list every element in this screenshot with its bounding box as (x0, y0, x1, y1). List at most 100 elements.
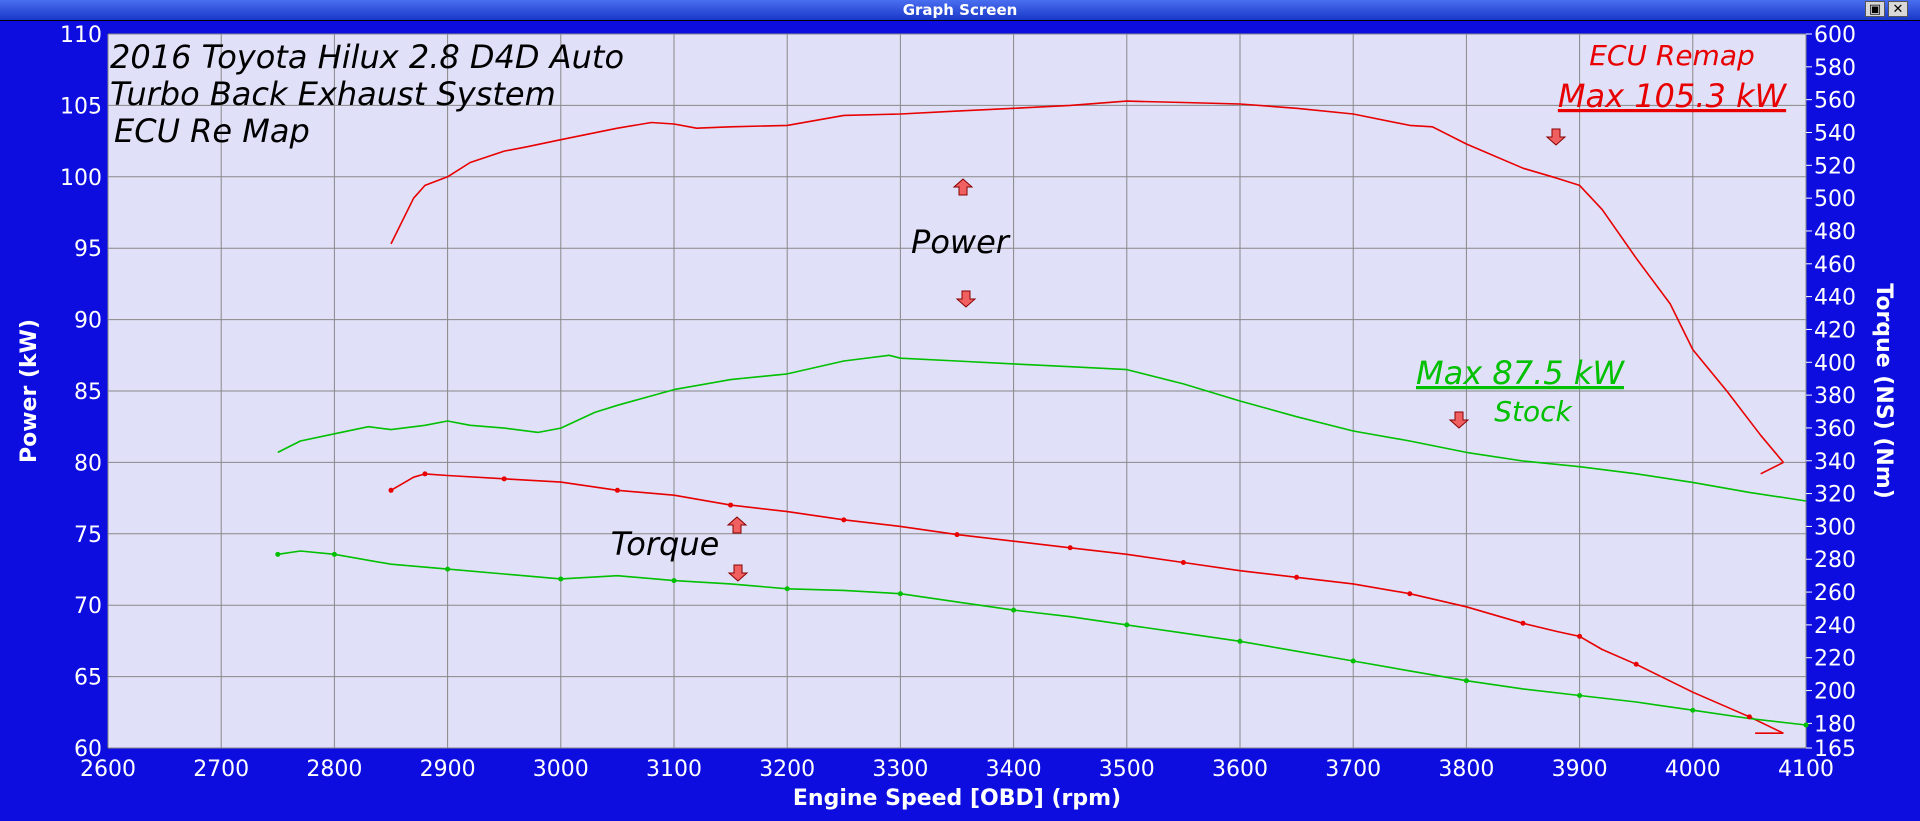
x-tick-label: 2900 (420, 757, 476, 782)
max-remap-label: Max 105.3 kW (1558, 77, 1788, 115)
remap-torque-point (1520, 620, 1526, 626)
remap-torque-line (390, 473, 1784, 734)
x-tick-label: 3700 (1325, 757, 1381, 782)
remap-torque-point (1180, 560, 1186, 566)
x-axis-label: Engine Speed [OBD] (rpm) (793, 786, 1121, 811)
y2-tick-label: 165 (1814, 737, 1856, 762)
remap-torque-point (841, 517, 847, 523)
x-tick-label: 3600 (1212, 757, 1268, 782)
y-tick-label: 80 (74, 451, 102, 476)
y2-tick-label: 220 (1814, 647, 1856, 672)
stock-torque-point (897, 591, 903, 597)
y2-tick-label: 300 (1814, 515, 1856, 540)
remap-torque-point (501, 476, 507, 482)
stock-torque-point (1124, 622, 1130, 628)
power-up-arrow-icon (952, 178, 974, 196)
x-tick-label: 3500 (1099, 757, 1155, 782)
y-tick-label: 70 (74, 594, 102, 619)
remap-power-end-hook (1760, 461, 1784, 475)
x-tick-label: 2800 (306, 757, 362, 782)
x-tick-label: 2700 (193, 757, 249, 782)
stock-torque-point (1350, 658, 1356, 664)
stock-torque-point (558, 576, 564, 582)
stock-max-arrow-icon (1448, 411, 1470, 429)
series-markers (275, 471, 1809, 728)
stock-torque-point (671, 578, 677, 584)
stock-torque-point (445, 566, 451, 572)
y2-tick-label: 340 (1814, 450, 1856, 475)
remap-torque-point (422, 471, 428, 477)
x-tick-label: 3100 (646, 757, 702, 782)
title-line-3: ECU Re Map (114, 112, 310, 150)
title-line-1: 2016 Toyota Hilux 2.8 D4D Auto (110, 38, 624, 76)
ecu-remap-label: ECU Remap (1589, 39, 1755, 72)
remap-max-arrow-icon (1545, 128, 1567, 146)
y2-axis-label: Torque (NS) (Nm) (1871, 283, 1896, 499)
y2-tick-label: 400 (1814, 351, 1856, 376)
x-tick-label: 3800 (1438, 757, 1494, 782)
y2-tick-label: 480 (1814, 220, 1856, 245)
y-tick-label: 85 (74, 380, 102, 405)
y2-tick-label: 520 (1814, 154, 1856, 179)
x-tick-label: 3400 (986, 757, 1042, 782)
y-tick-label: 100 (60, 166, 102, 191)
remap-torque-point (954, 532, 960, 538)
remap-power-line (390, 100, 1785, 463)
remap-torque-point (1294, 574, 1300, 580)
title-line-2: Turbo Back Exhaust System (110, 75, 556, 113)
y2-tick-label: 540 (1814, 121, 1856, 146)
y2-tick-label: 320 (1814, 483, 1856, 508)
tick-labels: 2600 2700 2800 2900 3000 3100 3200 3300 3400 3500… (60, 23, 1856, 782)
y-tick-label: 95 (74, 237, 102, 262)
stock-torque-point (1463, 678, 1469, 684)
stock-torque-point (1577, 692, 1583, 698)
x-tick-label: 4100 (1778, 757, 1834, 782)
remap-torque-point (614, 487, 620, 493)
y-tick-label: 90 (74, 309, 102, 334)
stock-torque-point (275, 551, 281, 557)
restore-icon[interactable]: ▣ (1865, 1, 1885, 17)
power-down-arrow-icon (955, 290, 977, 308)
y-tick-label: 65 (74, 666, 102, 691)
y2-tick-label: 200 (1814, 680, 1856, 705)
y2-tick-label: 440 (1814, 286, 1856, 311)
y2-tick-label: 360 (1814, 417, 1856, 442)
y2-tick-label: 600 (1814, 23, 1856, 48)
x-tick-label: 2600 (80, 757, 136, 782)
y2-tick-label: 260 (1814, 581, 1856, 606)
remap-torque-point (1577, 633, 1583, 639)
y2-tick-label: 580 (1814, 56, 1856, 81)
stock-torque-point (1803, 722, 1809, 728)
y2-tick-label: 460 (1814, 253, 1856, 278)
series-lines (277, 100, 1807, 735)
y2-tick-label: 280 (1814, 548, 1856, 573)
x-tick-label: 3900 (1552, 757, 1608, 782)
torque-up-arrow-icon (726, 516, 748, 534)
stock-torque-point (1237, 638, 1243, 644)
remap-torque-point (1746, 714, 1752, 720)
remap-torque-point (388, 487, 394, 493)
title-bar: Graph Screen ▣ ✕ (0, 0, 1920, 21)
y-tick-label: 75 (74, 523, 102, 548)
stock-power-line (277, 354, 1807, 502)
y-axis-label: Power (kW) (17, 319, 42, 463)
y2-tick-label: 180 (1814, 712, 1856, 737)
remap-torque-point (1067, 545, 1073, 551)
stock-label: Stock (1494, 395, 1573, 428)
x-tick-label: 4000 (1665, 757, 1721, 782)
y2-tick-label: 500 (1814, 187, 1856, 212)
power-label: Power (911, 223, 1011, 261)
y2-tick-label: 420 (1814, 318, 1856, 343)
y-tick-label: 105 (60, 94, 102, 119)
stock-torque-point (784, 586, 790, 592)
torque-label: Torque (611, 525, 720, 563)
close-icon[interactable]: ✕ (1888, 1, 1908, 17)
y2-tick-label: 560 (1814, 89, 1856, 114)
x-tick-label: 3300 (872, 757, 928, 782)
y2-tick-label: 380 (1814, 384, 1856, 409)
grid (107, 33, 1807, 749)
remap-torque-point (728, 502, 734, 508)
chart: 2600 2700 2800 2900 3000 3100 3200 3300 3400 3500… (17, 23, 1896, 811)
remap-torque-point (1633, 661, 1639, 667)
x-tick-label: 3000 (533, 757, 589, 782)
